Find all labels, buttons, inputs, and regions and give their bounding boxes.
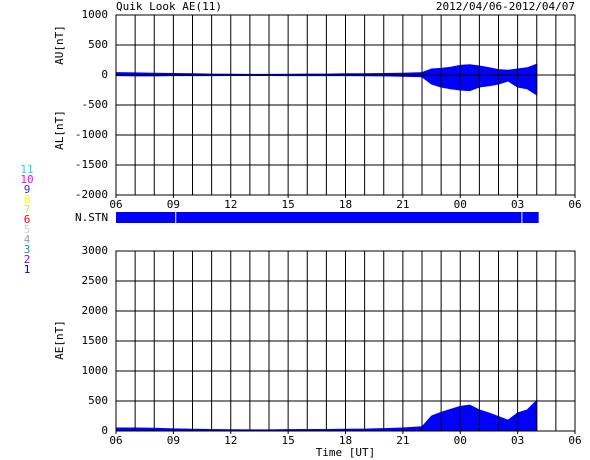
x-tick-label: 06 <box>109 198 122 211</box>
y-tick-label: 0 <box>101 424 108 437</box>
station-segment <box>522 212 539 223</box>
plot-frame <box>115 14 576 196</box>
area <box>115 74 538 96</box>
y-tick-label: 1000 <box>82 8 109 21</box>
x-tick-label: 06 <box>568 434 581 447</box>
station-count-label: 10 <box>20 173 33 186</box>
x-tick-label: 03 <box>511 434 524 447</box>
y-tick-label: 1500 <box>82 334 109 347</box>
station-count-label: 2 <box>24 253 31 266</box>
x-tick-label: 18 <box>339 198 352 211</box>
y-tick-label: 0 <box>101 68 108 81</box>
x-tick-label: 12 <box>224 198 237 211</box>
plot-frame <box>115 250 576 432</box>
station-segment <box>116 212 176 223</box>
station-label: N.STN <box>75 211 108 224</box>
x-tick-label: 03 <box>511 198 524 211</box>
x-tick-label: 12 <box>224 434 237 447</box>
x-tick-label: 15 <box>282 198 295 211</box>
station-segment <box>176 212 522 223</box>
chart-title: Quik Look AE(11) <box>116 0 222 13</box>
y-tick-label: -1000 <box>75 128 108 141</box>
x-tick-label: 21 <box>396 198 409 211</box>
y-tick-label: -1500 <box>75 158 108 171</box>
station-count-label: 6 <box>24 213 31 226</box>
station-count-label: 8 <box>24 193 31 206</box>
station-count-label: 9 <box>24 183 31 196</box>
x-tick-label: 21 <box>396 434 409 447</box>
station-count-label: 3 <box>24 243 31 256</box>
area <box>115 399 538 432</box>
station-count-label: 1 <box>24 263 31 276</box>
y-tick-label: 2500 <box>82 274 109 287</box>
x-tick-label: 00 <box>454 198 467 211</box>
area <box>115 63 538 76</box>
y-tick-label: 500 <box>88 394 108 407</box>
x-tick-label: 18 <box>339 434 352 447</box>
station-count-label: 11 <box>20 163 33 176</box>
y-tick-label: 3000 <box>82 244 109 257</box>
y-tick-label: -2000 <box>75 188 108 201</box>
y-axis-label: AU[nT] <box>53 25 66 65</box>
y-axis-label: AL[nT] <box>53 110 66 150</box>
y-tick-label: 500 <box>88 38 108 51</box>
y-tick-label: 1000 <box>82 364 109 377</box>
x-tick-label: 09 <box>167 198 180 211</box>
date-range: 2012/04/06-2012/04/07 <box>436 0 575 13</box>
station-count-label: 4 <box>24 233 31 246</box>
y-tick-label: -500 <box>82 98 109 111</box>
station-count-label: 5 <box>24 223 31 236</box>
x-axis-label: Time [UT] <box>316 446 376 459</box>
y-tick-label: 2000 <box>82 304 109 317</box>
x-tick-label: 15 <box>282 434 295 447</box>
station-count-label: 7 <box>24 203 31 216</box>
x-tick-label: 06 <box>109 434 122 447</box>
x-tick-label: 09 <box>167 434 180 447</box>
y-axis-label: AE[nT] <box>53 320 66 360</box>
x-tick-label: 00 <box>454 434 467 447</box>
x-tick-label: 06 <box>568 198 581 211</box>
